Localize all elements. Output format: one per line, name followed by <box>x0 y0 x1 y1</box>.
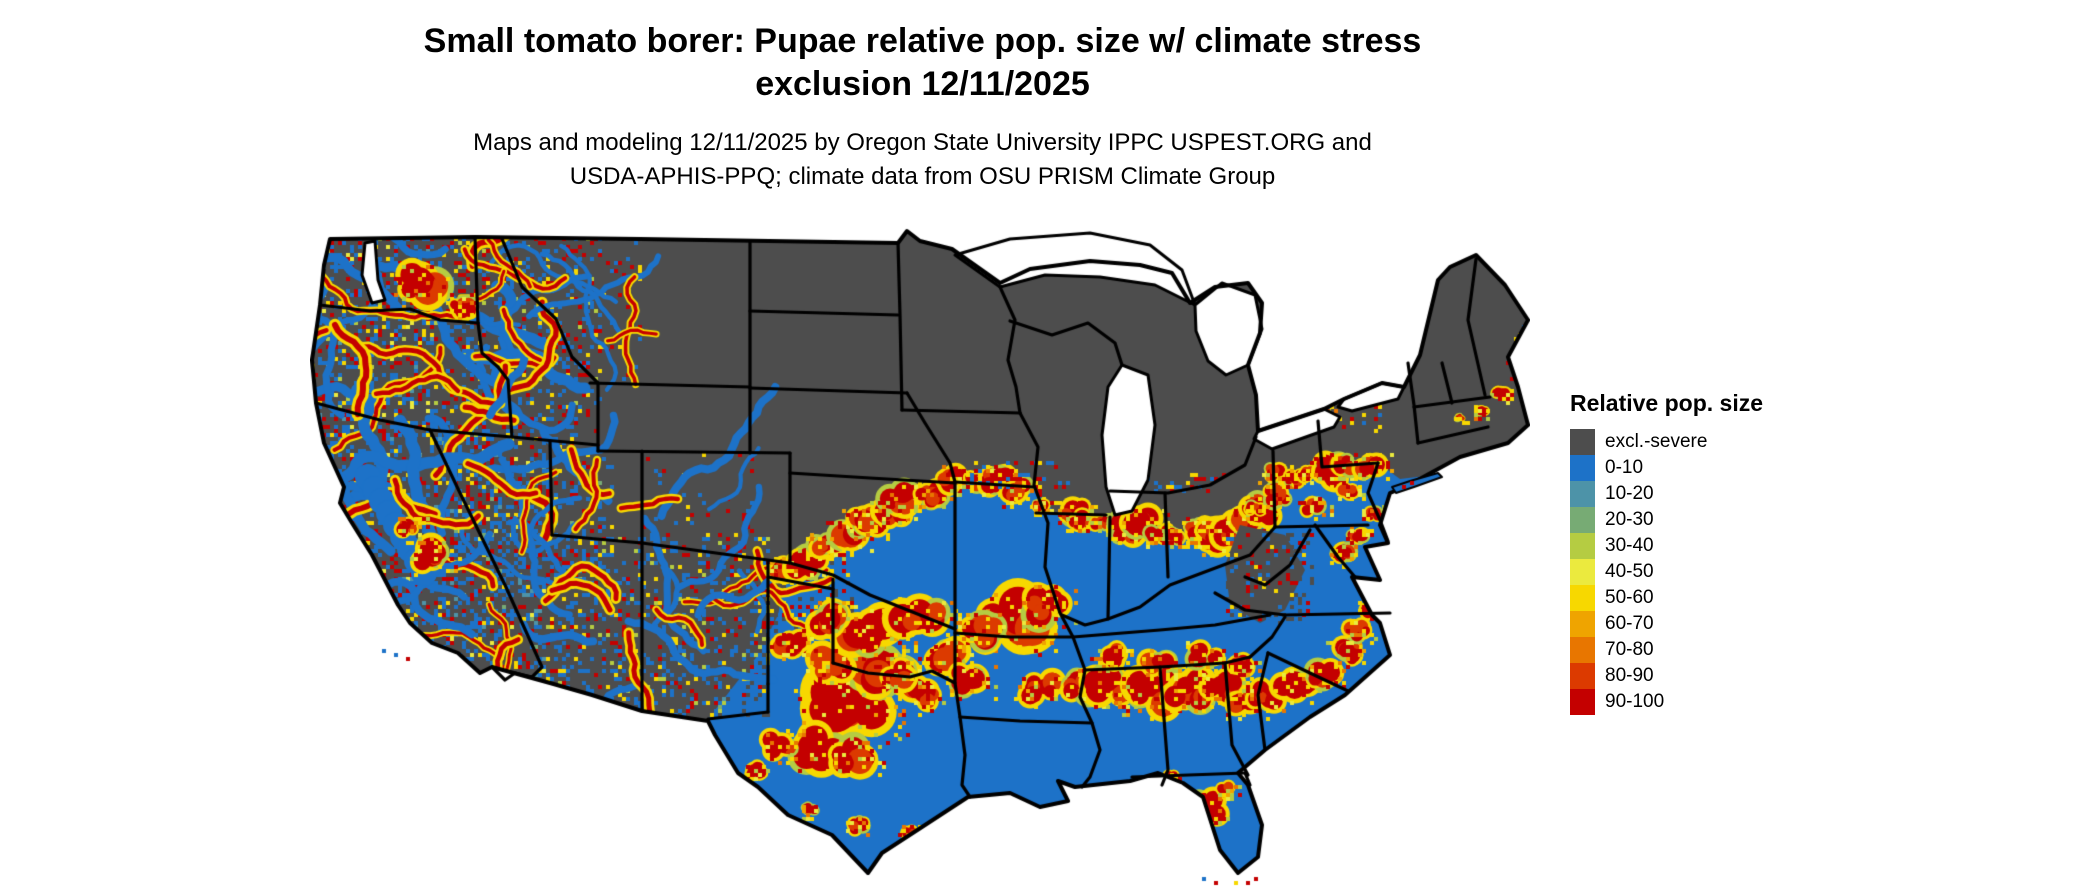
legend: Relative pop. size excl.-severe 0-10 10-20… <box>1570 390 1763 715</box>
legend-item: 60-70 <box>1570 611 1763 637</box>
legend-item: 20-30 <box>1570 507 1763 533</box>
legend-item: excl.-severe <box>1570 429 1763 455</box>
legend-item: 10-20 <box>1570 481 1763 507</box>
legend-item: 40-50 <box>1570 559 1763 585</box>
legend-rows: excl.-severe 0-10 10-20 20-30 30-40 40-50 50-6… <box>1570 429 1763 715</box>
legend-label: excl.-severe <box>1605 431 1708 452</box>
legend-label: 50-60 <box>1605 587 1654 608</box>
us-map-image <box>310 225 1530 892</box>
legend-label: 0-10 <box>1605 457 1644 478</box>
legend-label: 40-50 <box>1605 561 1654 582</box>
legend-swatch <box>1570 611 1595 637</box>
page-title: Small tomato borer: Pupae relative pop. … <box>0 20 1845 106</box>
legend-swatch <box>1570 689 1595 715</box>
legend-item: 90-100 <box>1570 689 1763 715</box>
legend-swatch <box>1570 429 1595 455</box>
legend-item: 70-80 <box>1570 637 1763 663</box>
legend-label: 10-20 <box>1605 483 1654 504</box>
legend-title: Relative pop. size <box>1570 390 1764 416</box>
legend-swatch <box>1570 663 1595 689</box>
page-title-line2: exclusion 12/11/2025 <box>755 65 1090 103</box>
legend-item: 30-40 <box>1570 533 1763 559</box>
legend-label: 30-40 <box>1605 535 1654 556</box>
legend-swatch <box>1570 533 1595 559</box>
legend-swatch <box>1570 455 1595 481</box>
legend-label: 20-30 <box>1605 509 1654 530</box>
legend-item: 80-90 <box>1570 663 1763 689</box>
legend-label: 60-70 <box>1605 613 1654 634</box>
legend-item: 0-10 <box>1570 455 1763 481</box>
legend-label: 80-90 <box>1605 665 1654 686</box>
page-subtitle-line2: USDA-APHIS-PPQ; climate data from OSU PR… <box>569 163 1276 190</box>
legend-label: 90-100 <box>1605 691 1665 712</box>
legend-label: 70-80 <box>1605 639 1654 660</box>
legend-swatch <box>1570 585 1595 611</box>
legend-swatch <box>1570 507 1595 533</box>
legend-item: 50-60 <box>1570 585 1763 611</box>
legend-swatch <box>1570 559 1595 585</box>
page-subtitle: Maps and modeling 12/11/2025 by Oregon S… <box>0 126 1845 194</box>
page-subtitle-line1: Maps and modeling 12/11/2025 by Oregon S… <box>473 129 1372 156</box>
page-title-line1: Small tomato borer: Pupae relative pop. … <box>423 22 1422 60</box>
legend-swatch <box>1570 637 1595 663</box>
legend-swatch <box>1570 481 1595 507</box>
